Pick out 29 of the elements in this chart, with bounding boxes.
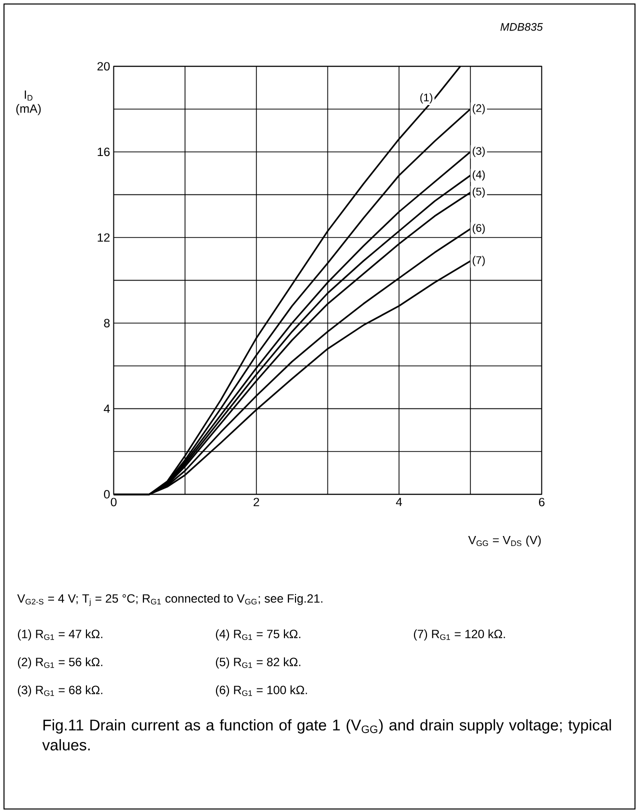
y-axis-title: I$_{D}$ (mA)	[16, 90, 41, 116]
y-tick-label: 20	[97, 62, 110, 71]
series-label: (6)	[472, 224, 485, 234]
text: (6) R$_{G1}$ = 100 kΩ.	[216, 685, 307, 697]
y-tick-label: 8	[104, 318, 110, 328]
text: (5) R$_{G1}$ = 82 kΩ.	[216, 657, 300, 669]
x-tick-label: 4	[396, 498, 402, 506]
series-label: (5)	[472, 187, 485, 198]
text: V$_{G2-S}$ = 4 V; T$_{j}$ = 25 °C; R$_{G1}$ connected to V$_{GG}$; see Fig.21.	[17, 594, 322, 606]
series-label: (3)	[472, 146, 485, 157]
series-label: (4)	[472, 170, 485, 181]
series-label: (1)	[420, 93, 432, 104]
series-label: (7)	[472, 256, 485, 266]
x-tick-label: 0	[110, 498, 117, 506]
text: (7) R$_{G1}$ = 120 kΩ.	[414, 629, 505, 641]
x-tick-label: 6	[538, 498, 544, 506]
text: (4) R$_{G1}$ = 75 kΩ.	[216, 629, 300, 641]
y-tick-label: 16	[98, 148, 110, 156]
x-axis-title: V$_{GG}$ = V$_{DS}$ (V)	[468, 536, 541, 547]
text: MDB835	[500, 23, 543, 31]
text: (2) R$_{G1}$ = 56 kΩ.	[18, 657, 102, 669]
y-tick-label: 12	[98, 233, 110, 242]
text: Fig.11 Drain current as a function of gate 1 (V$_{GG}$) and drain supply voltage; typical values.	[42, 719, 611, 750]
y-tick-label: 0	[104, 490, 110, 499]
text: (1) R$_{G1}$ = 47 kΩ.	[18, 629, 102, 641]
text: (3) R$_{G1}$ = 68 kΩ.	[18, 685, 102, 697]
series-label: (2)	[472, 104, 485, 114]
x-tick-label: 2	[254, 498, 260, 506]
y-tick-label: 4	[104, 404, 110, 413]
